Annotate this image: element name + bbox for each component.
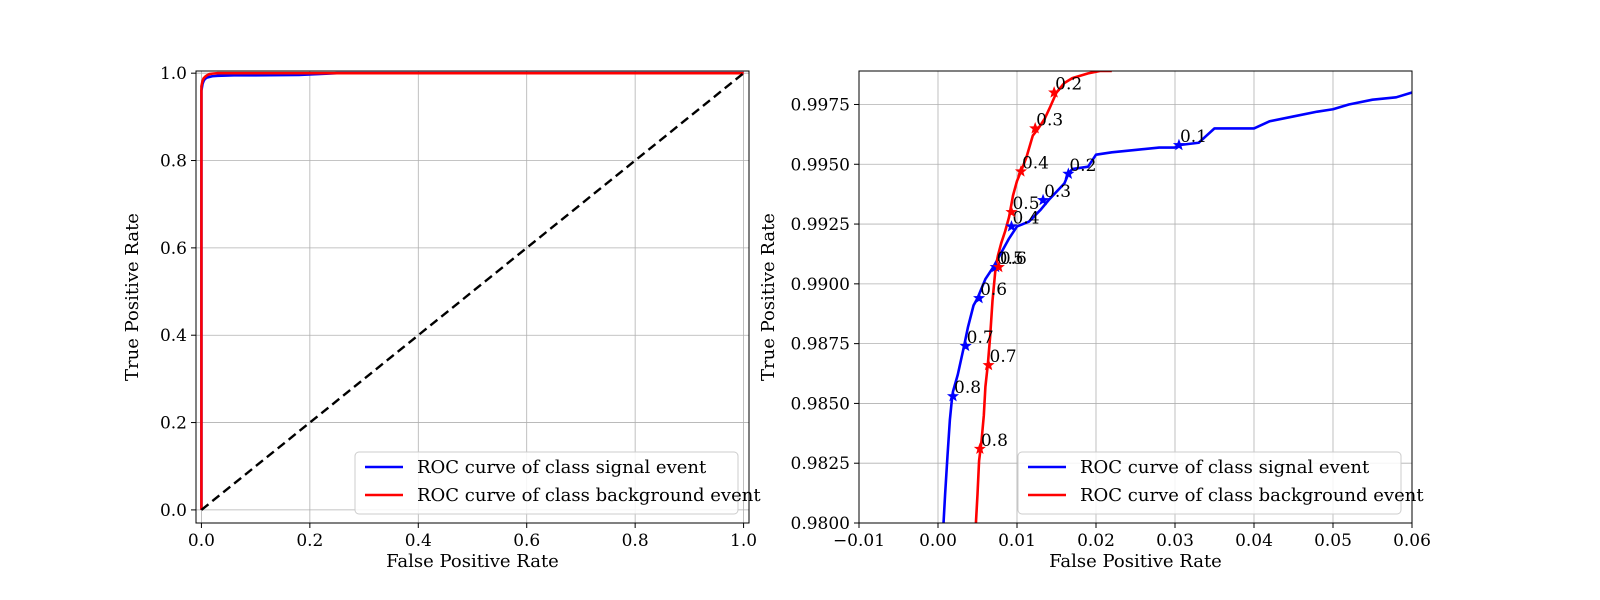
chart-panel-left: 0.0 0.2 0.4 0.6 0.8 1.0 0.0 0.2 0.4 0.6 0.8 1.0 Fals… — [122, 64, 761, 572]
background-threshold-marker — [982, 358, 995, 371]
background-threshold-marker — [1014, 165, 1027, 177]
y-tick-label: 0.9825 — [791, 454, 850, 474]
threshold-label: 0.8 — [954, 378, 981, 398]
threshold-label: 0.3 — [1036, 110, 1063, 130]
background-threshold-marker — [1029, 122, 1042, 134]
y-tick-label: 0.8 — [160, 152, 187, 172]
y-tick-label: 0.2 — [160, 414, 187, 434]
x-tick-label: 1.0 — [730, 531, 757, 551]
x-tick-label: 0.6 — [513, 531, 540, 551]
background-roc-line — [200, 71, 744, 510]
threshold-label: 0.8 — [981, 431, 1008, 451]
threshold-label: 0.3 — [1044, 182, 1071, 202]
background-threshold-marker — [992, 260, 1005, 273]
y-tick-label: 0.9800 — [791, 514, 850, 534]
threshold-label: 0.1 — [1180, 127, 1207, 147]
x-tick-label: 0.00 — [919, 531, 957, 551]
x-axis-label: False Positive Rate — [386, 551, 559, 572]
x-tick-label: 0.8 — [622, 531, 649, 551]
x-tick-label: 0.2 — [296, 531, 323, 551]
axes-frame — [858, 70, 1413, 524]
threshold-label: 0.6 — [980, 280, 1007, 300]
background-threshold-marker — [973, 442, 986, 455]
threshold-label: 0.2 — [1069, 156, 1096, 176]
y-tick-label: 1.0 — [160, 64, 187, 84]
x-tick-label: 0.02 — [1077, 531, 1115, 551]
y-tick-label: 0.9875 — [791, 335, 850, 355]
legend-label: ROC curve of class background event — [417, 485, 761, 506]
background-threshold-marker — [1005, 205, 1018, 218]
threshold-label: 0.5 — [1012, 194, 1039, 214]
y-axis-label: True Positive Rate — [758, 213, 779, 381]
threshold-label: 0.4 — [1022, 153, 1049, 173]
y-tick-label: 0.9850 — [791, 394, 850, 414]
axes-frame — [195, 70, 750, 524]
background-roc-line — [974, 71, 1112, 523]
threshold-label: 0.7 — [990, 347, 1017, 367]
y-tick-label: 0.9900 — [791, 275, 850, 295]
y-tick-label: 0.9925 — [791, 215, 850, 235]
y-tick-label: 0.0 — [160, 501, 187, 521]
legend: ROC curve of class signal event ROC curve… — [1017, 451, 1424, 515]
chart-panel-right: −0.01 0.00 0.01 0.02 0.03 0.04 0.05 0.06 0.9800 0… — [758, 70, 1431, 572]
y-tick-label: 0.9950 — [791, 155, 850, 175]
signal-threshold-marker — [959, 339, 972, 352]
x-tick-label: 0.06 — [1393, 531, 1431, 551]
signal-threshold-marker — [1172, 138, 1185, 151]
x-tick-label: 0.03 — [1156, 531, 1194, 551]
threshold-label: 0.6 — [1000, 249, 1027, 269]
y-tick-label: 0.6 — [160, 239, 187, 259]
legend: ROC curve of class signal event ROC curve… — [354, 451, 761, 515]
threshold-label: 0.2 — [1055, 75, 1082, 95]
signal-threshold-marker — [1037, 193, 1050, 206]
signal-threshold-marker — [973, 291, 986, 304]
x-tick-label: 0.04 — [1235, 531, 1273, 551]
legend-label: ROC curve of class signal event — [417, 457, 707, 478]
threshold-label: 0.4 — [1012, 208, 1039, 228]
legend-label: ROC curve of class background event — [1080, 485, 1424, 506]
chance-diagonal-line — [200, 72, 745, 511]
legend-box — [1017, 451, 1402, 515]
x-tick-label: −0.01 — [833, 531, 885, 551]
y-tick-label: 0.9975 — [791, 95, 850, 115]
y-axis-label: True Positive Rate — [122, 213, 143, 381]
legend-label: ROC curve of class signal event — [1080, 457, 1370, 478]
threshold-label: 0.7 — [967, 328, 994, 348]
x-tick-label: 0.0 — [188, 531, 215, 551]
x-tick-label: 0.4 — [405, 531, 432, 551]
signal-threshold-marker — [1005, 220, 1018, 232]
plot-area — [200, 71, 745, 511]
signal-threshold-marker — [946, 389, 960, 402]
x-tick-label: 0.01 — [998, 531, 1036, 551]
background-threshold-marker — [1048, 86, 1061, 98]
x-axis-label: False Positive Rate — [1049, 551, 1222, 572]
threshold-label: 0.5 — [997, 249, 1024, 269]
legend-box — [354, 451, 739, 515]
x-tick-label: 0.05 — [1314, 531, 1352, 551]
signal-threshold-marker — [1062, 167, 1075, 179]
y-tick-label: 0.4 — [160, 326, 187, 346]
